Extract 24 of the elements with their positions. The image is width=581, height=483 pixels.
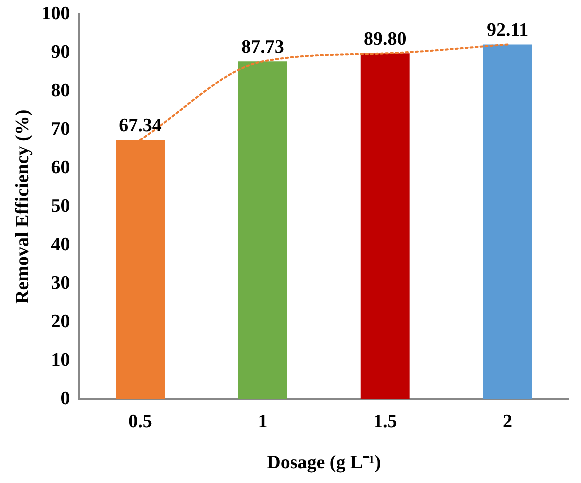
y-tick-label: 70 bbox=[51, 118, 70, 140]
bar bbox=[483, 44, 532, 400]
data-label: 67.34 bbox=[119, 116, 162, 137]
data-label: 87.73 bbox=[242, 37, 284, 58]
y-tick-label: 0 bbox=[60, 388, 70, 410]
y-axis-title: Removal Efficiency (%) bbox=[12, 110, 34, 304]
data-label: 89.80 bbox=[364, 29, 407, 50]
y-tick-label: 30 bbox=[51, 272, 70, 294]
x-tick-label: 1.5 bbox=[373, 412, 398, 433]
x-tick-label: 2 bbox=[503, 412, 513, 433]
x-axis-title: Dosage (g L⁻¹) bbox=[267, 452, 382, 474]
x-tick-label: 0.5 bbox=[128, 412, 152, 433]
y-tick-label: 50 bbox=[51, 196, 70, 217]
y-tick-label: 20 bbox=[51, 311, 70, 332]
y-tick-label: 80 bbox=[51, 80, 70, 102]
bar bbox=[360, 54, 410, 400]
y-tick-label: 60 bbox=[51, 157, 70, 178]
x-tick-label: 1 bbox=[258, 412, 268, 433]
y-tick-label: 10 bbox=[51, 350, 70, 371]
data-label: 92.11 bbox=[486, 20, 529, 42]
y-tick-label: 90 bbox=[51, 42, 70, 63]
y-tick-label: 40 bbox=[51, 234, 70, 256]
y-tick-label: 100 bbox=[42, 3, 70, 24]
bar bbox=[238, 62, 288, 400]
